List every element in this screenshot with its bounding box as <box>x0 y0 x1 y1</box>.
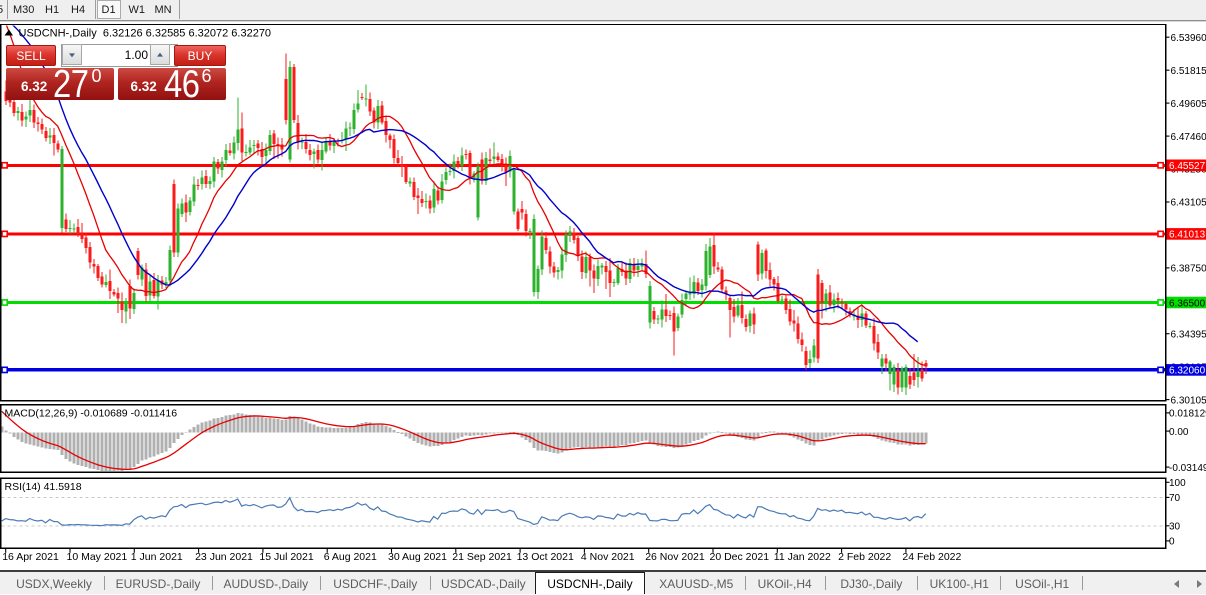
svg-text:6.49605: 6.49605 <box>1171 99 1206 110</box>
svg-text:23 Jun 2021: 23 Jun 2021 <box>195 551 253 563</box>
svg-text:16 Apr 2021: 16 Apr 2021 <box>2 551 59 563</box>
svg-text:RSI(14) 41.5918: RSI(14) 41.5918 <box>5 481 82 493</box>
svg-text:20 Dec 2021: 20 Dec 2021 <box>710 551 770 563</box>
svg-text:6.51815: 6.51815 <box>1171 66 1206 77</box>
svg-text:100: 100 <box>1169 478 1186 489</box>
svg-text:11 Jan 2022: 11 Jan 2022 <box>774 551 831 563</box>
svg-text:26 Nov 2021: 26 Nov 2021 <box>645 551 705 563</box>
svg-text:4 Nov 2021: 4 Nov 2021 <box>581 551 635 563</box>
svg-text:6.45527: 6.45527 <box>1169 161 1206 172</box>
svg-text:1 Jun 2021: 1 Jun 2021 <box>131 551 183 563</box>
svg-text:6.41013: 6.41013 <box>1169 230 1206 241</box>
svg-text:21 Sep 2021: 21 Sep 2021 <box>452 551 512 563</box>
svg-text:30 Aug 2021: 30 Aug 2021 <box>388 551 447 563</box>
svg-text:0.018129: 0.018129 <box>1169 409 1206 420</box>
svg-text:6.36500: 6.36500 <box>1169 298 1206 309</box>
svg-text:0.00: 0.00 <box>1169 427 1189 438</box>
svg-text:15 Jul 2021: 15 Jul 2021 <box>259 551 313 563</box>
svg-text:24 Feb 2022: 24 Feb 2022 <box>902 551 961 563</box>
svg-text:6 Aug 2021: 6 Aug 2021 <box>324 551 377 563</box>
svg-text:MACD(12,26,9) -0.010689 -0.011: MACD(12,26,9) -0.010689 -0.011416 <box>5 408 178 420</box>
svg-text:13 Oct 2021: 13 Oct 2021 <box>517 551 574 563</box>
svg-text:6.43105: 6.43105 <box>1171 198 1206 209</box>
svg-text:0: 0 <box>1169 537 1175 548</box>
svg-text:6.30105: 6.30105 <box>1171 395 1206 406</box>
svg-text:6.38750: 6.38750 <box>1171 264 1206 275</box>
svg-text:6.34395: 6.34395 <box>1171 329 1206 340</box>
svg-text:70: 70 <box>1169 493 1181 504</box>
svg-text:6.32060: 6.32060 <box>1169 366 1206 377</box>
svg-text:2 Feb 2022: 2 Feb 2022 <box>838 551 891 563</box>
svg-text:10 May 2021: 10 May 2021 <box>67 551 128 563</box>
svg-text:30: 30 <box>1169 522 1181 533</box>
svg-text:6.47460: 6.47460 <box>1171 132 1206 143</box>
svg-text:USDCNH-,Daily 6.32126 6.32585: USDCNH-,Daily 6.32126 6.32585 6.32072 6.… <box>19 27 272 39</box>
svg-text:6.53960: 6.53960 <box>1171 33 1206 44</box>
svg-text:-0.031494: -0.031494 <box>1169 463 1206 474</box>
